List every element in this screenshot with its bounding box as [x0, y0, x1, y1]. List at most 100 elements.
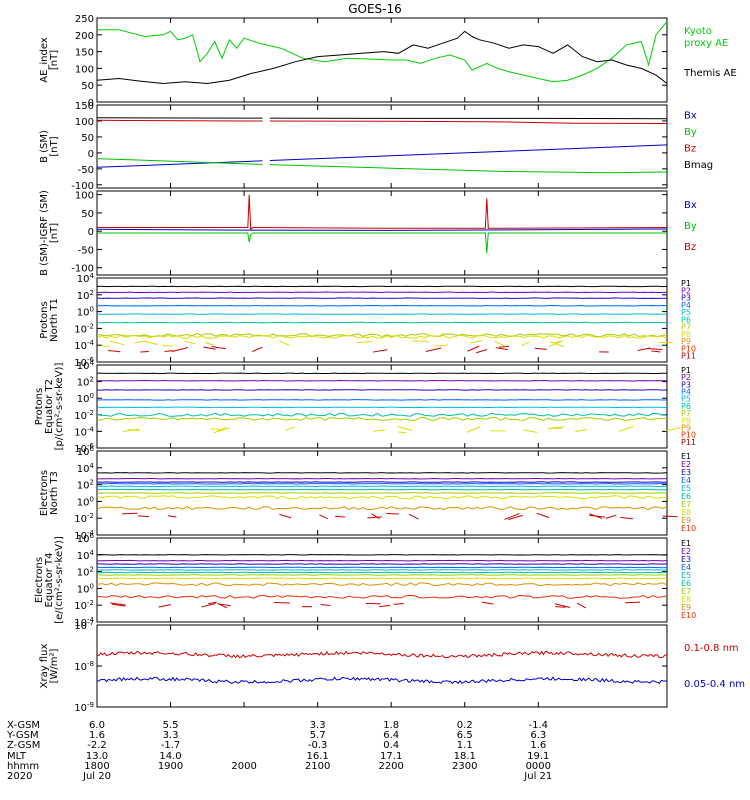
legend-entry: P3	[681, 380, 691, 389]
y-tick-label: 100	[77, 392, 94, 405]
series-bz	[96, 119, 668, 124]
y-tick-label: 104	[77, 272, 95, 285]
legend-entry: 0.05-0.4 nm	[684, 679, 745, 690]
legend-entry: P5	[681, 395, 691, 404]
sparse-segment	[110, 602, 127, 606]
channel-P5	[96, 406, 668, 409]
y-axis-label: Xray flux	[39, 644, 50, 689]
sparse-segment	[371, 513, 380, 520]
sparse-segment	[320, 603, 331, 606]
legend-entry: E9	[681, 516, 691, 525]
legend-entry: E1	[681, 452, 691, 461]
sparse-segment	[319, 514, 328, 520]
tick-xgsm: 1.8	[383, 720, 399, 731]
tick-mlt: 18.1	[454, 751, 476, 762]
tick-xgsm: 3.3	[310, 720, 326, 731]
panel-frame	[96, 364, 668, 449]
channel-E10	[96, 594, 668, 599]
legend-entry: E8	[681, 508, 691, 517]
y-tick-label: 10-4	[74, 529, 94, 542]
sparse-segment	[425, 347, 442, 352]
tick-ygsm: 3.3	[163, 730, 179, 741]
series-by	[96, 158, 668, 174]
legend-entry: Bz	[684, 242, 696, 253]
y-tick-label: 10-2	[74, 512, 94, 525]
tick-hhmm: 1800	[84, 761, 109, 772]
sparse-segment	[555, 606, 566, 608]
tick-xgsm: 6.0	[89, 720, 105, 731]
sparse-segment	[279, 340, 290, 347]
legend-entry: P3	[681, 294, 691, 303]
channel-E4	[97, 482, 667, 485]
legend-entry: E6	[681, 492, 691, 501]
tick-hhmm: 0000	[526, 761, 551, 772]
sparse-segment	[162, 344, 173, 347]
sparse-segment	[605, 514, 616, 519]
legend-entry: E9	[681, 603, 691, 612]
sparse-segment	[620, 516, 634, 520]
sparse-segment	[201, 603, 216, 608]
tick-mlt: 19.1	[527, 751, 549, 762]
y-tick-label: 50	[81, 133, 94, 144]
y-axis-label: [nT]	[49, 136, 60, 156]
series-bx	[96, 228, 668, 231]
sparse-segment	[101, 345, 110, 348]
channel-P8	[96, 334, 668, 339]
y-tick-label: 250	[75, 14, 94, 25]
sparse-segment	[217, 427, 230, 433]
sparse-segment	[279, 513, 292, 519]
y-tick-label: 0	[88, 149, 94, 160]
legend-entry: Themis AE	[683, 68, 737, 79]
sparse-segment	[536, 512, 550, 519]
sparse-segment	[372, 349, 388, 353]
legend-entry: 0.1-0.8 nm	[684, 643, 739, 654]
panel-b: -100 -50 0 50 100 150 B (SM) [nT] Bx By Bz Bmag	[39, 101, 713, 192]
sparse-segment	[167, 515, 177, 518]
legend-entry: E4	[681, 563, 691, 572]
tick-ygsm: 6.3	[530, 730, 546, 741]
sparse-segment	[495, 347, 508, 351]
sparse-segment	[365, 602, 381, 605]
sparse-segment	[665, 427, 681, 432]
channel-P6	[96, 412, 668, 417]
tick-mlt: 17.1	[380, 751, 402, 762]
legend-entry: E3	[681, 468, 691, 477]
legend-entry: P2	[681, 373, 691, 382]
legend-entry: P8	[681, 416, 691, 425]
tick-hhmm: 2100	[305, 761, 330, 772]
y-tick-label: 0	[88, 98, 94, 109]
panel-frame	[96, 537, 668, 623]
y-tick-label: 10-9	[74, 701, 94, 714]
sparse-segment	[554, 603, 571, 608]
sparse-segment	[466, 426, 481, 433]
sparse-segment	[213, 426, 227, 434]
legend-entry: By	[684, 127, 697, 138]
legend-entry: P1	[681, 279, 691, 288]
y-axis-label: [nT]	[49, 50, 60, 70]
y-tick-label: -100	[71, 181, 94, 192]
channel-P2	[96, 291, 668, 294]
sparse-segment	[499, 345, 510, 348]
tick-zgsm: 1.1	[457, 740, 473, 751]
tick-ygsm: 5.7	[310, 730, 326, 741]
y-tick-label: 200	[75, 31, 94, 42]
y-tick-label: 10-4	[74, 339, 94, 352]
channel-P6	[97, 321, 668, 324]
sparse-segment	[252, 346, 263, 353]
sparse-segment	[651, 350, 661, 353]
legend-entry: E3	[681, 555, 691, 564]
tick-ygsm: 6.5	[457, 730, 473, 741]
row-label: Z-GSM	[7, 740, 40, 751]
legend-entry: E2	[681, 547, 691, 556]
y-tick-label: 106	[77, 445, 95, 458]
y-axis-label: Electrons	[39, 470, 50, 516]
sparse-segment	[625, 601, 641, 604]
panel-pe: 10-6 10-4 10-2 100 102 104 Protons Equator T2 [p…	[34, 359, 696, 455]
sparse-segment	[469, 340, 483, 344]
chart-title: GOES-16	[348, 2, 402, 16]
channel-P4	[97, 304, 668, 307]
sparse-segment	[274, 601, 291, 604]
y-tick-label: 106	[77, 532, 95, 545]
channel-E3	[96, 563, 668, 565]
panel-frame	[96, 277, 668, 363]
